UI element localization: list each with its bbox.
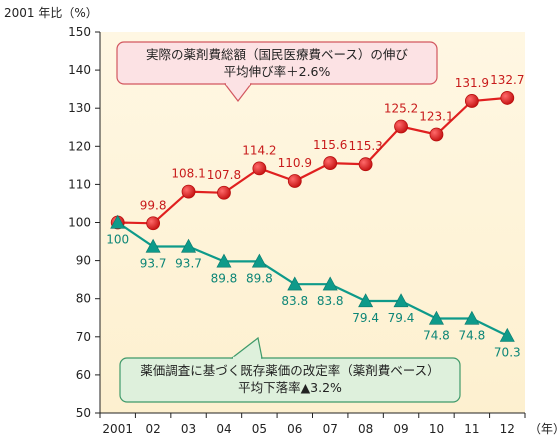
callout-2: 薬価調査に基づく既存薬価の改定率（薬剤費ベース） 平均下落率▲3.2% xyxy=(119,336,461,403)
data-point xyxy=(358,293,374,308)
y-tick-label: 120 xyxy=(68,139,91,153)
series-2: 100 93.7 93.7 89.8 89.8 83.8 83.8 79.4 79.4 74.8 7… xyxy=(106,214,521,360)
data-label: 74.8 xyxy=(423,329,450,343)
data-point xyxy=(217,185,231,200)
data-point xyxy=(181,184,196,199)
x-tick-label: 04 xyxy=(216,422,231,436)
data-point xyxy=(146,216,161,231)
data-label: 70.3 xyxy=(494,346,521,360)
x-tick-label: 05 xyxy=(252,422,267,436)
data-point xyxy=(428,310,444,325)
y-tick-label: 110 xyxy=(68,177,91,191)
data-label: 89.8 xyxy=(211,271,238,285)
data-label: 93.7 xyxy=(175,257,202,271)
callout-box xyxy=(116,41,438,85)
x-tick-label: 10 xyxy=(429,422,444,436)
data-label: 99.8 xyxy=(140,198,167,212)
y-tick-label: 70 xyxy=(76,330,91,344)
x-tick-label: 03 xyxy=(181,422,196,436)
x-tick-label: 09 xyxy=(393,422,408,436)
data-label: 115.3 xyxy=(348,139,382,153)
data-point xyxy=(145,238,161,253)
data-label: 83.8 xyxy=(317,294,344,308)
x-tick-label: 12 xyxy=(500,422,515,436)
data-label: 74.8 xyxy=(459,329,486,343)
data-point xyxy=(499,327,515,342)
callout-box xyxy=(119,357,461,403)
data-label: 79.4 xyxy=(388,311,415,325)
y-tick-label: 50 xyxy=(76,406,91,420)
data-label: 79.4 xyxy=(352,311,379,325)
y-tick-label: 80 xyxy=(76,292,91,306)
data-label: 132.7 xyxy=(490,73,524,87)
y-axis-title: 2001 年比（%） xyxy=(4,6,98,20)
data-point xyxy=(287,174,302,188)
x-tick-label: 11 xyxy=(464,422,479,436)
data-point xyxy=(464,310,480,325)
callout-text: 実際の薬剤費総額（国民医療費ベース）の伸び xyxy=(146,47,408,62)
y-tick-label: 130 xyxy=(68,101,91,115)
y-tick-label: 60 xyxy=(76,368,91,382)
data-point xyxy=(251,253,267,268)
y-tick-label: 90 xyxy=(76,254,91,268)
y-axis: 50 60 70 80 90 100 110 120 130 140 150 2001 年比（%） xyxy=(4,6,100,420)
data-label: 115.6 xyxy=(313,138,347,152)
callout-text: 薬価調査に基づく既存薬価の改定率（薬剤費ベース） xyxy=(140,363,439,378)
x-tick-label: 08 xyxy=(358,422,373,436)
data-point xyxy=(181,238,197,253)
data-label: 123.1 xyxy=(419,109,453,123)
data-label: 93.7 xyxy=(140,257,167,271)
data-point xyxy=(358,157,373,172)
data-point xyxy=(252,161,267,176)
x-tick-label: 07 xyxy=(323,422,338,436)
y-tick-label: 140 xyxy=(68,63,91,77)
x-tick-label: 06 xyxy=(287,422,302,436)
data-label: 108.1 xyxy=(171,167,205,181)
series-line xyxy=(117,96,508,225)
data-label: 100 xyxy=(106,233,129,247)
y-tick-label: 100 xyxy=(68,216,91,230)
callout-text: 平均伸び率＋2.6% xyxy=(224,64,331,79)
plot-background xyxy=(100,32,525,413)
data-label: 89.8 xyxy=(246,271,273,285)
plot-area xyxy=(99,32,525,414)
data-point xyxy=(322,276,338,291)
data-point xyxy=(394,119,408,134)
callout-text: 平均下落率▲3.2% xyxy=(238,380,342,395)
y-tick-label: 150 xyxy=(68,25,91,39)
x-axis: 2001 02 03 04 05 06 07 08 09 10 11 12 （年） xyxy=(99,413,559,436)
data-label: 125.2 xyxy=(384,101,418,115)
data-label: 83.8 xyxy=(281,294,308,308)
data-point xyxy=(287,276,303,291)
x-tick-label: 02 xyxy=(145,422,160,436)
data-point xyxy=(110,214,126,229)
data-point xyxy=(464,94,479,108)
data-point xyxy=(323,156,338,170)
data-point xyxy=(393,293,409,308)
data-point xyxy=(429,127,444,142)
data-point xyxy=(216,253,232,268)
x-tick-label: 2001 xyxy=(102,422,133,436)
x-axis-unit: （年） xyxy=(529,422,559,436)
data-point xyxy=(500,91,515,105)
data-label: 131.9 xyxy=(455,76,489,90)
data-label: 110.9 xyxy=(278,156,312,170)
series-line xyxy=(117,221,508,337)
data-label: 114.2 xyxy=(242,143,276,157)
data-label: 107.8 xyxy=(207,168,241,182)
